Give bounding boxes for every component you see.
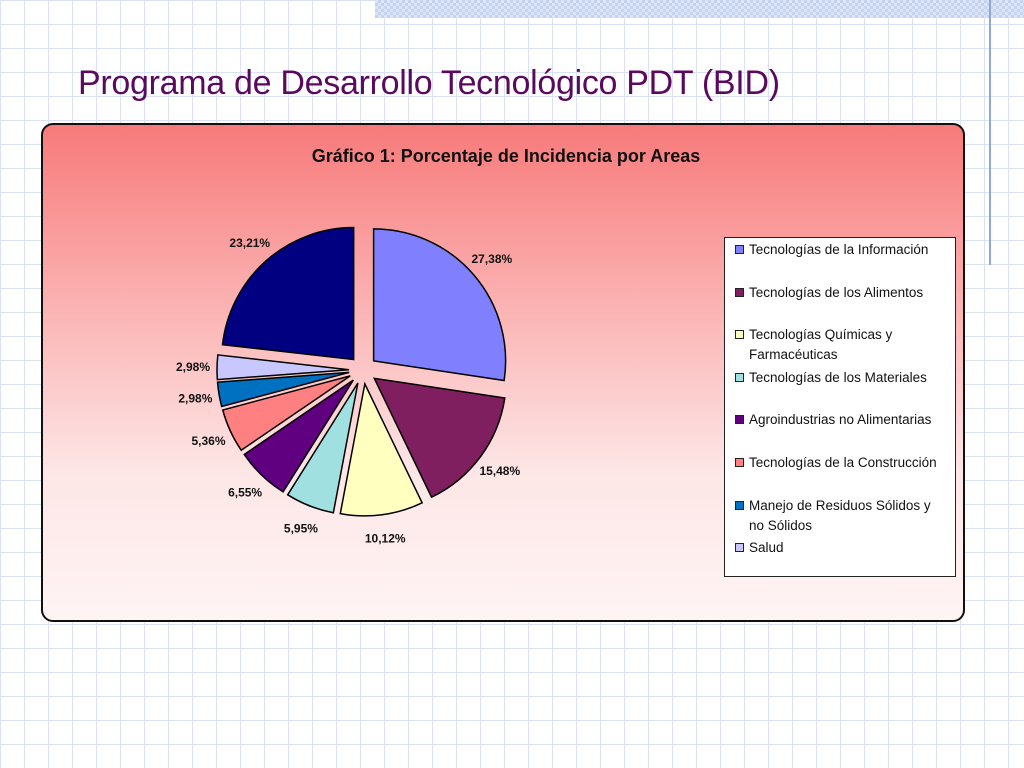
- legend-label: Agroindustrias no Alimentarias: [749, 412, 932, 427]
- legend-label: Tecnologías de la Información: [749, 242, 929, 257]
- legend-item: Tecnologías de los Alimentos: [735, 283, 949, 303]
- legend-swatch: [735, 415, 744, 424]
- legend-label: Manejo de Residuos Sólidos y no Sólidos: [749, 498, 931, 533]
- legend-swatch: [735, 458, 744, 467]
- pie-slice-4: [243, 379, 354, 493]
- legend-item: Tecnologías de los Materiales: [735, 368, 949, 388]
- pie-data-label-4: 6,55%: [228, 485, 262, 499]
- legend-item: Tecnologías de la Información: [735, 240, 949, 260]
- legend-swatch: [735, 245, 744, 254]
- chart-legend: Tecnologías de la Información Tecnologías…: [724, 237, 956, 577]
- legend-swatch: [735, 330, 744, 339]
- right-decorative-line: [989, 0, 991, 265]
- top-decorative-band: [375, 0, 1024, 18]
- legend-swatch: [735, 373, 744, 382]
- pie-data-label-8: 23,21%: [229, 236, 270, 250]
- legend-item: Agroindustrias no Alimentarias: [735, 410, 949, 430]
- legend-label: Salud: [749, 540, 784, 555]
- legend-label: Tecnologías de los Alimentos: [749, 285, 924, 300]
- pie-chart: Gráfico 1: Porcentaje de Incidencia por …: [176, 146, 700, 546]
- pie-data-labels: 27,38% 15,48% 10,12% 5,95% 6,55% 5,36% 2,98% 2,…: [176, 236, 520, 545]
- pie-data-label-6: 2,98%: [178, 391, 212, 405]
- legend-item: Tecnologías Químicas y Farmacéuticas: [735, 325, 949, 365]
- pie-data-label-1: 15,48%: [479, 464, 520, 478]
- legend-label: Tecnologías de los Materiales: [749, 370, 927, 385]
- legend-swatch: [735, 501, 744, 510]
- pie-slice-1: [372, 377, 506, 499]
- slide-title: Programa de Desarrollo Tecnológico PDT (…: [78, 64, 780, 102]
- pie-slice-0: [372, 228, 507, 382]
- legend-item: Manejo de Residuos Sólidos y no Sólidos: [735, 496, 949, 536]
- pie-data-label-3: 5,95%: [284, 521, 318, 535]
- pie-slice-2: [339, 381, 424, 517]
- pie-slice-5: [221, 375, 351, 452]
- legend-item: Tecnologías de la Construcción: [735, 453, 949, 473]
- legend-item: Salud: [735, 538, 949, 558]
- pie-data-label-5: 5,36%: [191, 434, 225, 448]
- pie-slice-8: [221, 226, 355, 361]
- pie-slice-3: [286, 382, 359, 514]
- pie-slices: [216, 226, 507, 517]
- chart-title: Gráfico 1: Porcentaje de Incidencia por …: [312, 146, 700, 166]
- pie-data-label-0: 27,38%: [471, 252, 512, 266]
- legend-swatch: [735, 543, 744, 552]
- pie-slice-7: [216, 354, 350, 381]
- legend-label: Tecnologías Químicas y Farmacéuticas: [749, 327, 893, 362]
- legend-label: Tecnologías de la Construcción: [749, 455, 937, 470]
- legend-swatch: [735, 288, 744, 297]
- pie-data-label-2: 10,12%: [365, 532, 406, 546]
- pie-slice-6: [216, 371, 350, 408]
- pie-data-label-7: 2,98%: [176, 360, 210, 374]
- chart-frame: Gráfico 1: Porcentaje de Incidencia por …: [41, 123, 965, 622]
